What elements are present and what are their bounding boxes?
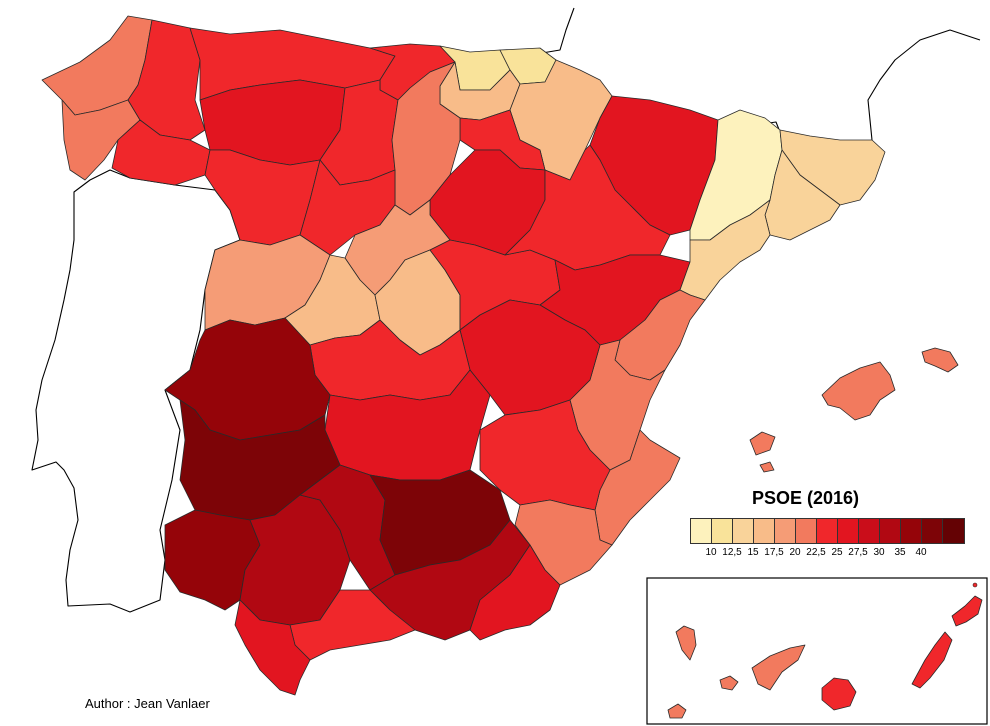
legend-swatch-0	[691, 519, 712, 543]
legend-tick-label: 35	[894, 547, 906, 558]
legend-tick-label: 10	[705, 547, 717, 558]
legend-swatch-8	[859, 519, 880, 543]
island-mallorca	[821, 361, 896, 421]
legend-swatch-3	[754, 519, 775, 543]
legend-tick-label: 20	[789, 547, 801, 558]
legend-tick-label: 15	[747, 547, 759, 558]
province-cadiz	[234, 599, 311, 696]
island-el-hierro	[667, 703, 687, 719]
island-formentera	[759, 461, 775, 473]
legend-swatch-11	[922, 519, 943, 543]
canary-inset-frame	[646, 577, 988, 725]
legend-swatch-2	[733, 519, 754, 543]
island-tenerife	[751, 644, 806, 691]
author-credit: Author : Jean Vanlaer	[85, 696, 210, 711]
island-la-palma	[675, 625, 697, 661]
legend-tick-label: 25	[831, 547, 843, 558]
legend-swatch-9	[880, 519, 901, 543]
legend-swatch-1	[712, 519, 733, 543]
legend-tick-labels: 10 12,5 15 17,5 20 22,5 25 27,5 30 35 40	[690, 547, 956, 561]
legend-tick-label: 17,5	[764, 547, 784, 558]
map-title: PSOE (2016)	[752, 488, 860, 508]
island-ibiza	[749, 431, 776, 456]
province-almeria	[469, 544, 561, 641]
legend-swatch-6	[817, 519, 838, 543]
island-alegranza	[972, 582, 978, 588]
legend-swatch-10	[901, 519, 922, 543]
legend-swatch-12	[943, 519, 964, 543]
province-tarragona	[679, 199, 771, 301]
legend-tick-label: 40	[915, 547, 927, 558]
legend-swatch-4	[775, 519, 796, 543]
island-fuerteventura	[911, 631, 953, 689]
france-mediterranean-coast	[867, 29, 981, 141]
color-legend	[690, 518, 965, 544]
province-barcelona	[764, 149, 841, 241]
legend-tick-label: 12,5	[722, 547, 742, 558]
island-la-gomera	[719, 675, 739, 691]
legend-tick-label: 30	[873, 547, 885, 558]
island-lanzarote	[951, 595, 983, 627]
island-menorca	[921, 347, 959, 373]
island-gran-canaria	[821, 677, 857, 711]
legend-tick-label: 22,5	[806, 547, 826, 558]
legend-tick-label: 27,5	[848, 547, 868, 558]
legend-swatch-5	[796, 519, 817, 543]
legend-swatch-7	[838, 519, 859, 543]
